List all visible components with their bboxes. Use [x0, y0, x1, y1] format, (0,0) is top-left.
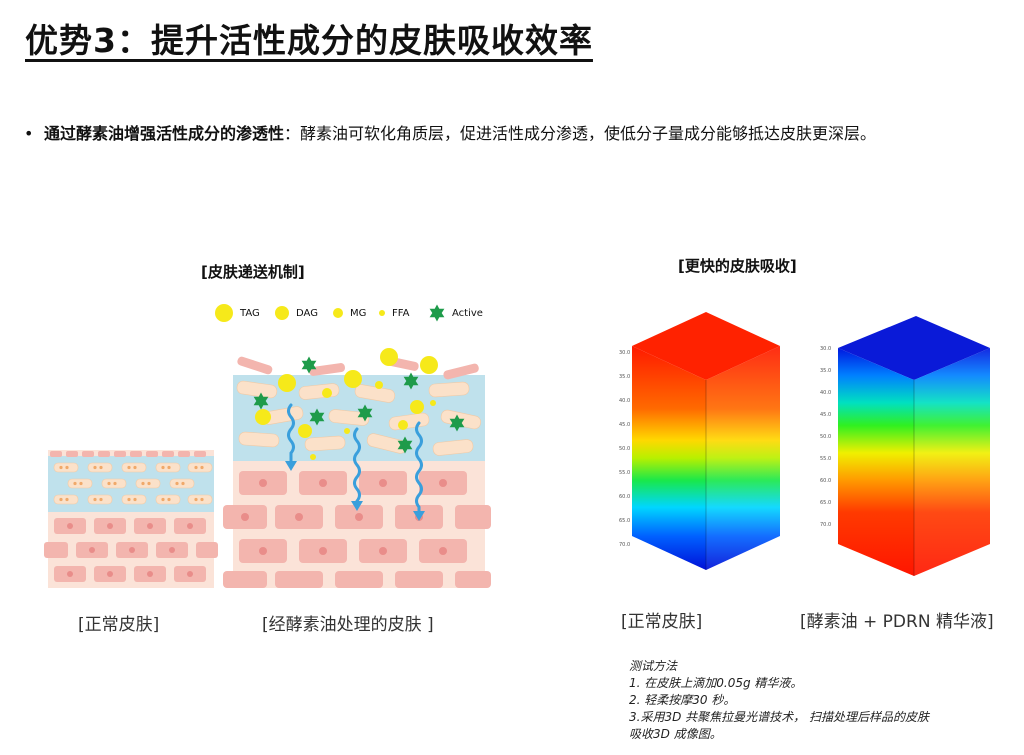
- faster-absorption-heading: [更快的皮肤吸收]: [678, 257, 797, 275]
- test-method-title: 测试方法: [629, 659, 678, 673]
- tick-label: 70.0: [619, 542, 631, 548]
- green-star-icon: [429, 304, 445, 322]
- normal-skin-3d-caption: [正常皮肤]: [621, 612, 703, 632]
- legend-item-mg: MG: [332, 300, 366, 326]
- tick-label: 50.0: [619, 446, 631, 452]
- legend-item-ffa: FFA: [378, 300, 409, 326]
- bullet-text: 通过酵素油增强活性成分的渗透性：酵素油可软化角质层，促进活性成分渗透，使低分子量…: [44, 120, 954, 148]
- legend-label: Active: [452, 307, 483, 319]
- tick-label: 65.0: [619, 518, 631, 524]
- large-yellow-circle-icon: [215, 304, 233, 322]
- legend-item-dag: DAG: [274, 300, 318, 326]
- tick-label: 65.0: [820, 500, 832, 506]
- test-method-step: 2. 轻柔按摩30 秒。: [629, 693, 736, 707]
- tick-label: 55.0: [820, 456, 832, 462]
- tick-label: 60.0: [820, 478, 832, 484]
- test-method-step: 吸收3D 成像图。: [629, 727, 722, 741]
- bullet-body: ：酵素油可软化角质层，促进活性成分渗透，使低分子量成分能够抵达皮肤更深层。: [284, 124, 877, 143]
- tick-label: 45.0: [820, 412, 832, 418]
- tick-label: 60.0: [619, 494, 631, 500]
- treated-skin-3d-block: [838, 316, 990, 576]
- penetration-arrows: [287, 403, 423, 515]
- tick-label: 40.0: [820, 390, 832, 396]
- normal-skin-3d-block: [632, 312, 780, 570]
- legend-label: TAG: [240, 307, 260, 319]
- tick-label: 35.0: [619, 374, 631, 380]
- medium-yellow-circle-icon: [275, 306, 289, 320]
- normal-depth-ticks: 30.0 35.0 40.0 45.0 50.0 55.0 60.0 65.0 …: [619, 350, 639, 560]
- tiny-yellow-dot-icon: [379, 310, 385, 316]
- tick-label: 70.0: [820, 522, 832, 528]
- normal-skin-caption: [正常皮肤]: [78, 615, 160, 635]
- legend-label: MG: [350, 307, 367, 319]
- page-title: 优势3：提升活性成分的皮肤吸收效率: [25, 21, 593, 60]
- treated-skin-caption: [经酵素油处理的皮肤 ]: [262, 615, 434, 635]
- small-yellow-circle-icon: [333, 308, 343, 318]
- treated-skin-illustration: [223, 348, 491, 588]
- tick-label: 30.0: [820, 346, 832, 352]
- test-method-step: 3.采用3D 共聚焦拉曼光谱技术， 扫描处理后样品的皮肤: [629, 710, 929, 724]
- tick-label: 50.0: [820, 434, 832, 440]
- legend-label: DAG: [296, 307, 318, 319]
- legend: TAG DAG MG FFA Active: [214, 300, 514, 326]
- legend-item-active: Active: [428, 300, 483, 326]
- tick-label: 35.0: [820, 368, 832, 374]
- test-method-step: 1. 在皮肤上滴加0.05g 精华液。: [629, 676, 803, 690]
- treated-skin-3d-caption: [酵素油 + PDRN 精华液]: [800, 612, 994, 632]
- bullet-bold-lead: 通过酵素油增强活性成分的渗透性: [44, 124, 285, 143]
- tick-label: 30.0: [619, 350, 631, 356]
- tick-label: 55.0: [619, 470, 631, 476]
- tick-label: 40.0: [619, 398, 631, 404]
- legend-item-tag: TAG: [214, 300, 260, 326]
- treated-depth-ticks: 30.0 35.0 40.0 45.0 50.0 55.0 60.0 65.0 …: [820, 346, 840, 536]
- delivery-mechanism-heading: [皮肤递送机制]: [201, 263, 305, 281]
- bullet-symbol: •: [24, 124, 34, 143]
- test-method: 测试方法 1. 在皮肤上滴加0.05g 精华液。 2. 轻柔按摩30 秒。 3.…: [629, 658, 929, 743]
- tick-label: 45.0: [619, 422, 631, 428]
- legend-label: FFA: [392, 307, 410, 319]
- normal-skin-illustration: [44, 450, 218, 588]
